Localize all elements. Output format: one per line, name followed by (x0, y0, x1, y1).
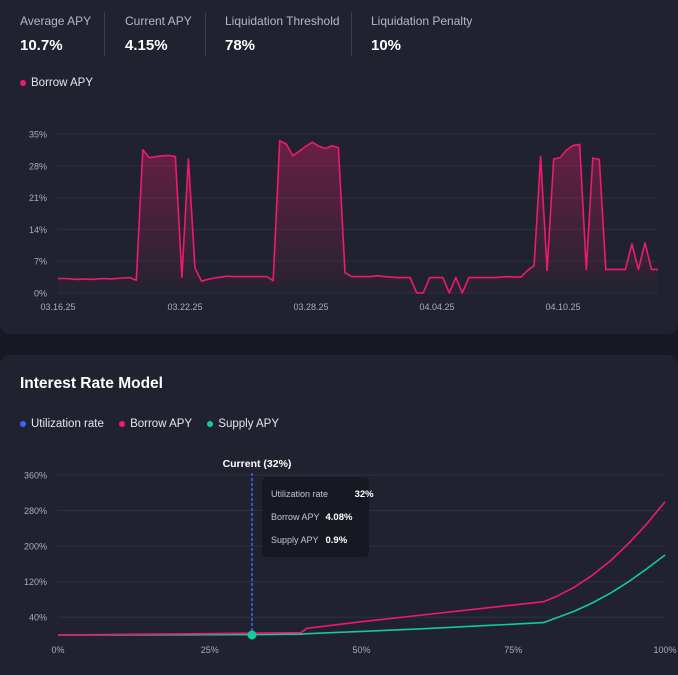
stat-value: 10.7% (20, 37, 63, 54)
interest-rate-model-chart: 40% 120% 200% 280% 360% 0% 25% 50% 75% 100% Curren… (24, 458, 677, 655)
x-tick-label: 50% (352, 645, 370, 655)
legend-label: Utilization rate (31, 418, 104, 430)
borrow-apy-chart: 0% 7% 14% 21% 28% 35% 03.16.25 03.22.25 03.28.25… (29, 130, 658, 312)
y-tick-label: 21% (29, 193, 47, 203)
tooltip-value: 0.9% (326, 535, 348, 546)
borrow-apy-curve (57, 501, 666, 636)
legend-label: Borrow APY (31, 77, 93, 89)
y-tick-label: 40% (29, 613, 47, 623)
x-tick-label: 75% (504, 645, 522, 655)
x-tick-label: 04.10.25 (545, 302, 580, 312)
utilization-dot-icon (20, 421, 26, 427)
y-tick-label: 120% (24, 577, 47, 587)
stat-value: 10% (371, 37, 402, 54)
x-tick-label: 03.22.25 (167, 302, 202, 312)
legend-label: Supply APY (218, 418, 280, 430)
legend-item-borrow-apy[interactable]: Borrow APY (20, 77, 93, 89)
tooltip-label: Borrow APY (271, 512, 320, 522)
legend-label: Borrow APY (130, 418, 193, 430)
stat-value: 4.15% (125, 37, 168, 54)
y-tick-label: 0% (34, 289, 47, 299)
borrow-apy-line (58, 140, 658, 294)
stat-label: Liquidation Penalty (371, 14, 473, 28)
legend-item-utilization[interactable]: Utilization rate (20, 418, 104, 430)
tooltip-box (262, 477, 369, 557)
legend-item-borrow[interactable]: Borrow APY (119, 418, 192, 430)
current-point-marker (247, 630, 257, 640)
section-title: Interest Rate Model (20, 375, 163, 392)
x-tick-label: 03.28.25 (293, 302, 328, 312)
stat-value: 78% (225, 37, 256, 54)
stat-divider (351, 12, 352, 56)
borrow-apy-area (58, 140, 658, 293)
y-tick-label: 14% (29, 225, 47, 235)
x-tick-label: 04.04.25 (419, 302, 454, 312)
supply-dot-icon (207, 421, 214, 427)
supply-apy-curve (57, 554, 666, 636)
tooltip-label: Utilization rate (271, 489, 328, 499)
apy-legend: Borrow APY (20, 77, 105, 89)
borrow-apy-dot-icon (20, 80, 26, 86)
x-tick-label: 100% (653, 645, 676, 655)
stat-label: Current APY (125, 14, 192, 28)
tooltip: Utilization rate 32% Borrow APY 4.08% Supply… (262, 477, 374, 557)
current-utilization-label: Current (32%) (223, 458, 292, 470)
x-tick-label: 25% (201, 645, 219, 655)
y-tick-label: 28% (29, 161, 47, 171)
tooltip-value: 4.08% (326, 512, 353, 523)
y-tick-label: 280% (24, 506, 47, 516)
interest-model-legend: Utilization rate Borrow APY Supply APY (20, 418, 291, 430)
stat-divider (104, 12, 105, 56)
x-tick-label: 0% (51, 645, 64, 655)
tooltip-label: Supply APY (271, 535, 319, 545)
y-tick-label: 35% (29, 130, 47, 140)
stat-label: Liquidation Threshold (225, 14, 340, 28)
y-tick-label: 7% (34, 257, 47, 267)
y-tick-label: 360% (24, 471, 47, 481)
x-tick-label: 03.16.25 (40, 302, 75, 312)
stat-divider (205, 12, 206, 56)
tooltip-value: 32% (355, 489, 375, 500)
y-tick-label: 200% (24, 542, 47, 552)
legend-item-supply[interactable]: Supply APY (207, 418, 279, 430)
borrow-dot-icon (119, 421, 126, 427)
stat-label: Average APY (20, 14, 92, 28)
